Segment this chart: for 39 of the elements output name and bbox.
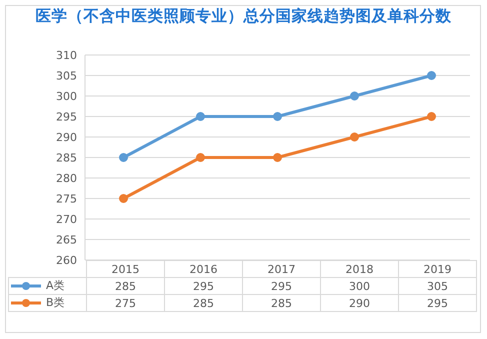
y-tick-label: 265 — [56, 233, 77, 246]
point — [273, 112, 282, 121]
x-tick-label: 2016 — [164, 260, 242, 278]
legend-label: B类 — [46, 295, 65, 310]
x-tick-label: 2017 — [242, 260, 320, 278]
point — [196, 112, 205, 121]
data-label: 285 — [164, 294, 242, 312]
data-label: 285 — [242, 294, 320, 312]
y-tick-label: 280 — [56, 172, 77, 185]
chart-title: 医学（不含中医类照顾专业）总分国家线趋势图及单科分数 — [34, 6, 452, 27]
y-tick-label: 260 — [56, 254, 77, 267]
y-tick-label: 300 — [56, 90, 77, 103]
y-tick-label: 285 — [56, 151, 77, 164]
y-tick-label: 310 — [56, 48, 77, 62]
data-label: 295 — [242, 278, 320, 294]
point — [273, 153, 282, 162]
legend-label: A类 — [46, 278, 65, 294]
x-tick-label: 2015 — [86, 260, 164, 278]
data-label: 295 — [398, 294, 476, 312]
data-label: 305 — [398, 278, 476, 294]
data-label: 295 — [164, 278, 242, 294]
y-tick-label: 275 — [56, 192, 77, 206]
y-tick-label: 295 — [56, 110, 77, 124]
x-tick-label: 2019 — [398, 260, 476, 278]
y-tick-label: 270 — [56, 212, 77, 226]
point — [350, 132, 359, 142]
x-tick-label: 2018 — [320, 260, 398, 278]
point — [427, 112, 436, 121]
y-tick-label: 305 — [56, 69, 77, 82]
data-label: 300 — [320, 278, 398, 294]
point — [119, 194, 128, 203]
point — [196, 153, 205, 162]
data-label: 285 — [86, 278, 164, 294]
point — [427, 71, 436, 80]
data-label: 275 — [86, 294, 164, 312]
data-label: 290 — [320, 294, 398, 312]
point — [119, 153, 128, 162]
point — [350, 92, 359, 100]
y-tick-label: 290 — [56, 130, 77, 144]
